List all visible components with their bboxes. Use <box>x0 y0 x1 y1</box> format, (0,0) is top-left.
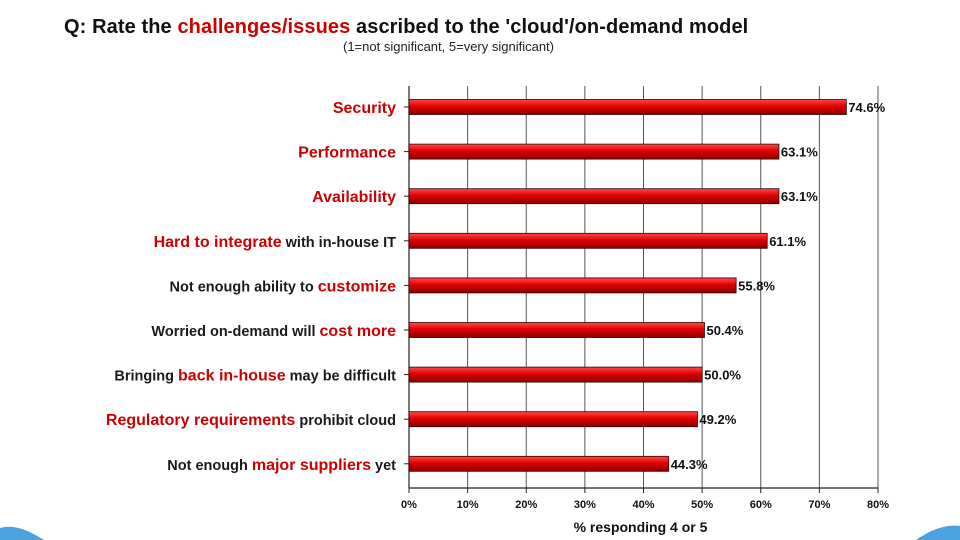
x-tick-label: 10% <box>457 499 479 511</box>
category-label: Worried on-demand will cost more <box>151 323 396 340</box>
x-tick-label: 80% <box>867 499 889 511</box>
category-label: Bringing back in-house may be difficult <box>114 368 396 385</box>
bar-value-label: 74.6% <box>848 100 885 115</box>
bar <box>408 366 703 383</box>
bar-value-label: 55.8% <box>738 278 775 293</box>
bar <box>408 143 780 160</box>
bar <box>408 232 768 249</box>
chart-title: Q: Rate the challenges/issues ascribed t… <box>64 16 748 39</box>
x-tick-label: 50% <box>691 499 713 511</box>
chart-subtitle: (1=not significant, 5=very significant) <box>343 39 554 54</box>
bar <box>408 277 737 294</box>
x-tick-label: 30% <box>574 499 596 511</box>
bar-value-label: 63.1% <box>781 145 818 160</box>
x-axis-label: % responding 4 or 5 <box>574 519 708 535</box>
x-tick-label: 20% <box>515 499 537 511</box>
bar-value-label: 49.2% <box>699 412 736 427</box>
bar-value-label: 50.0% <box>704 368 741 383</box>
bar-value-label: 63.1% <box>781 189 818 204</box>
category-label: Hard to integrate with in-house IT <box>154 234 397 251</box>
bar <box>408 188 780 205</box>
x-tick-label: 0% <box>401 499 417 511</box>
x-tick-label: 40% <box>632 499 654 511</box>
bar <box>408 322 705 338</box>
wave-decoration-right <box>916 525 960 540</box>
x-tick-label: 60% <box>750 499 772 511</box>
x-tick-label: 70% <box>808 499 830 511</box>
category-label: Regulatory requirements prohibit cloud <box>106 412 396 429</box>
category-label: Security <box>333 100 396 117</box>
bar <box>408 411 698 428</box>
category-label: Not enough ability to customize <box>170 278 397 295</box>
bar <box>408 455 670 472</box>
bar <box>408 99 847 115</box>
category-label: Not enough major suppliers yet <box>167 457 396 474</box>
title-highlight: challenges/issues <box>177 16 351 38</box>
bar-value-label: 44.3% <box>671 457 708 472</box>
bar-value-label: 61.1% <box>769 234 806 249</box>
category-label: Availability <box>312 189 396 206</box>
title-suffix: ascribed to the 'cloud'/on-demand model <box>350 16 749 38</box>
title-prefix: Q: Rate the <box>64 16 178 38</box>
wave-decoration-left <box>0 526 44 540</box>
bar-value-label: 50.4% <box>706 323 743 338</box>
category-label: Performance <box>298 145 396 162</box>
